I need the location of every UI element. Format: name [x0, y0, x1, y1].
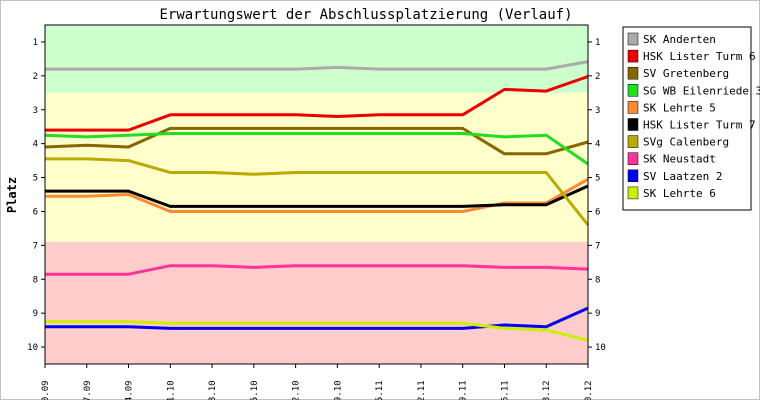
- legend-label: HSK Lister Turm 7: [643, 119, 756, 132]
- y-tick-label-right: 8: [595, 275, 600, 285]
- x-tick-label: 24.09: [125, 380, 135, 400]
- band-1: [45, 92, 588, 242]
- y-tick-label-right: 2: [595, 72, 600, 82]
- series-line-2: [44, 126, 589, 156]
- series-line-7: [45, 264, 589, 276]
- y-tick-label-right: 7: [595, 241, 600, 251]
- x-tick-label: 03.12: [542, 380, 552, 400]
- legend-swatch: [627, 84, 639, 97]
- y-tick-label-right: 9: [595, 309, 600, 319]
- plot-border: [44, 24, 589, 365]
- legend-label: SK Neustadt: [643, 153, 716, 166]
- x-tick-label: 15.10: [250, 380, 260, 400]
- legend-label: SK Lehrte 6: [643, 187, 716, 200]
- y-tick-label-left: 4: [33, 140, 38, 150]
- series-line-6: [45, 157, 590, 226]
- legend-label: SV Gretenberg: [643, 67, 729, 80]
- legend-swatch: [627, 135, 639, 148]
- legend-swatch: [627, 66, 639, 80]
- legend-swatch: [627, 49, 639, 63]
- x-tick-label: 29.10: [333, 380, 343, 400]
- x-tick-label: 01.10: [166, 380, 176, 400]
- series-line-8: [45, 306, 589, 330]
- y-tick-label-right: 5: [595, 174, 600, 184]
- y-tick-label-left: 9: [33, 309, 38, 319]
- y-tick-label-left: 2: [33, 72, 38, 82]
- x-tick-label: 19.11: [459, 380, 469, 400]
- legend-label: SVg Calenberg: [643, 136, 729, 149]
- series-line-5: [45, 184, 589, 208]
- chart-title: Erwartungswert der Abschlussplatzierung …: [159, 7, 572, 23]
- y-tick-label-left: 7: [33, 241, 38, 251]
- legend-label: SV Laatzen 2: [643, 170, 722, 183]
- x-tick-label: 22.10: [292, 380, 302, 400]
- series-line-9: [45, 320, 589, 342]
- series-lines: [44, 60, 590, 342]
- y-tick-label-left: 3: [33, 106, 38, 116]
- x-tick-label: 10.12: [584, 380, 594, 400]
- y-axis-ticks: 1 1 2 2 3 3 4 4 5 5 6 6 7 7 8 8 9 9 10 10: [27, 38, 606, 353]
- legend-swatch: [627, 152, 639, 165]
- legend-swatch: [627, 186, 639, 200]
- y-tick-label-right: 3: [595, 106, 600, 116]
- legend-box: [622, 26, 752, 211]
- x-tick-label: 26.11: [500, 380, 510, 400]
- legend-swatch: [627, 169, 639, 183]
- x-tick-label: 17.09: [83, 380, 93, 400]
- x-tick-label: 05.11: [375, 380, 385, 400]
- y-tick-label-right: 10: [595, 343, 606, 353]
- x-tick-label: 08.10: [208, 380, 218, 400]
- legend-label: SG WB Eilenriede 3: [643, 84, 760, 97]
- y-tick-label-right: 6: [595, 207, 600, 217]
- y-tick-label-left: 10: [27, 343, 38, 353]
- band-2: [45, 241, 588, 331]
- band-0: [45, 25, 588, 93]
- y-tick-label-left: 6: [33, 207, 38, 217]
- series-line-1: [45, 75, 589, 132]
- legend-label: SK Lehrte 5: [643, 101, 716, 114]
- y-axis-label: Platz: [5, 177, 19, 213]
- background-bands: [45, 25, 588, 364]
- y-tick-label-right: 1: [595, 38, 600, 48]
- band-3: [45, 330, 588, 364]
- y-tick-label-left: 5: [33, 174, 38, 184]
- x-axis-ticks: 10.09 17.09 24.09 01.10 08.10 15.10 22.10 29.10…: [41, 364, 594, 400]
- legend-swatch: [627, 101, 639, 114]
- series-line-3: [44, 132, 589, 166]
- legend-swatch: [627, 118, 639, 131]
- x-tick-label: 10.09: [41, 380, 51, 400]
- legend: SK Anderten HSK Lister Turm 6 SV Gretenber…: [622, 26, 760, 211]
- legend-swatch: [627, 32, 639, 46]
- y-tick-label-left: 8: [33, 275, 38, 285]
- x-tick-label: 12.11: [417, 380, 427, 400]
- series-line-0: [45, 60, 589, 71]
- y-tick-label-left: 1: [33, 38, 38, 48]
- y-tick-label-right: 4: [595, 140, 600, 150]
- legend-label: SK Anderten: [643, 33, 716, 46]
- legend-label: HSK Lister Turm 6: [643, 50, 756, 63]
